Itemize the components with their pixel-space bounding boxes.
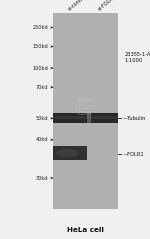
- Text: 100kd: 100kd: [32, 66, 48, 71]
- Text: 50kd: 50kd: [36, 116, 48, 121]
- Bar: [87, 113, 91, 123]
- Text: 150kd: 150kd: [32, 44, 48, 49]
- Bar: [53, 13, 118, 209]
- Bar: [53, 146, 87, 160]
- Text: —FOLR1: —FOLR1: [123, 152, 145, 157]
- Text: 40kd: 40kd: [36, 137, 48, 142]
- Text: HeLa cell: HeLa cell: [67, 227, 104, 233]
- Text: si-control: si-control: [68, 0, 88, 12]
- Bar: [53, 116, 118, 119]
- Text: si-FOLR1: si-FOLR1: [97, 0, 117, 12]
- Text: WWW
PTGAB
COM: WWW PTGAB COM: [75, 98, 96, 116]
- Text: —Tubulin: —Tubulin: [123, 116, 146, 121]
- Text: 23355-1-AP
1:1000: 23355-1-AP 1:1000: [124, 52, 150, 63]
- Text: 30kd: 30kd: [36, 176, 48, 180]
- Text: 70kd: 70kd: [36, 85, 48, 90]
- Ellipse shape: [57, 149, 79, 157]
- Text: 250kd: 250kd: [32, 25, 48, 30]
- Bar: [53, 113, 118, 123]
